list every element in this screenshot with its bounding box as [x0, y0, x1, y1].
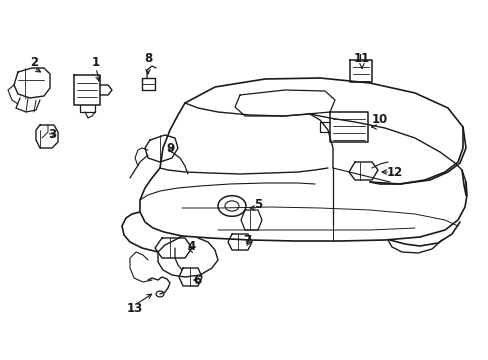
Text: 10: 10 [371, 113, 387, 126]
Text: 9: 9 [166, 141, 175, 154]
Text: 8: 8 [143, 51, 152, 64]
Text: 5: 5 [253, 198, 262, 211]
Text: 2: 2 [30, 55, 38, 68]
Text: 7: 7 [243, 234, 250, 247]
Text: 11: 11 [353, 51, 369, 64]
Text: 4: 4 [187, 240, 196, 253]
Text: 6: 6 [192, 274, 201, 287]
Text: 13: 13 [126, 301, 143, 315]
Text: 3: 3 [48, 129, 56, 141]
Text: 12: 12 [386, 166, 402, 179]
Text: 1: 1 [92, 55, 100, 68]
